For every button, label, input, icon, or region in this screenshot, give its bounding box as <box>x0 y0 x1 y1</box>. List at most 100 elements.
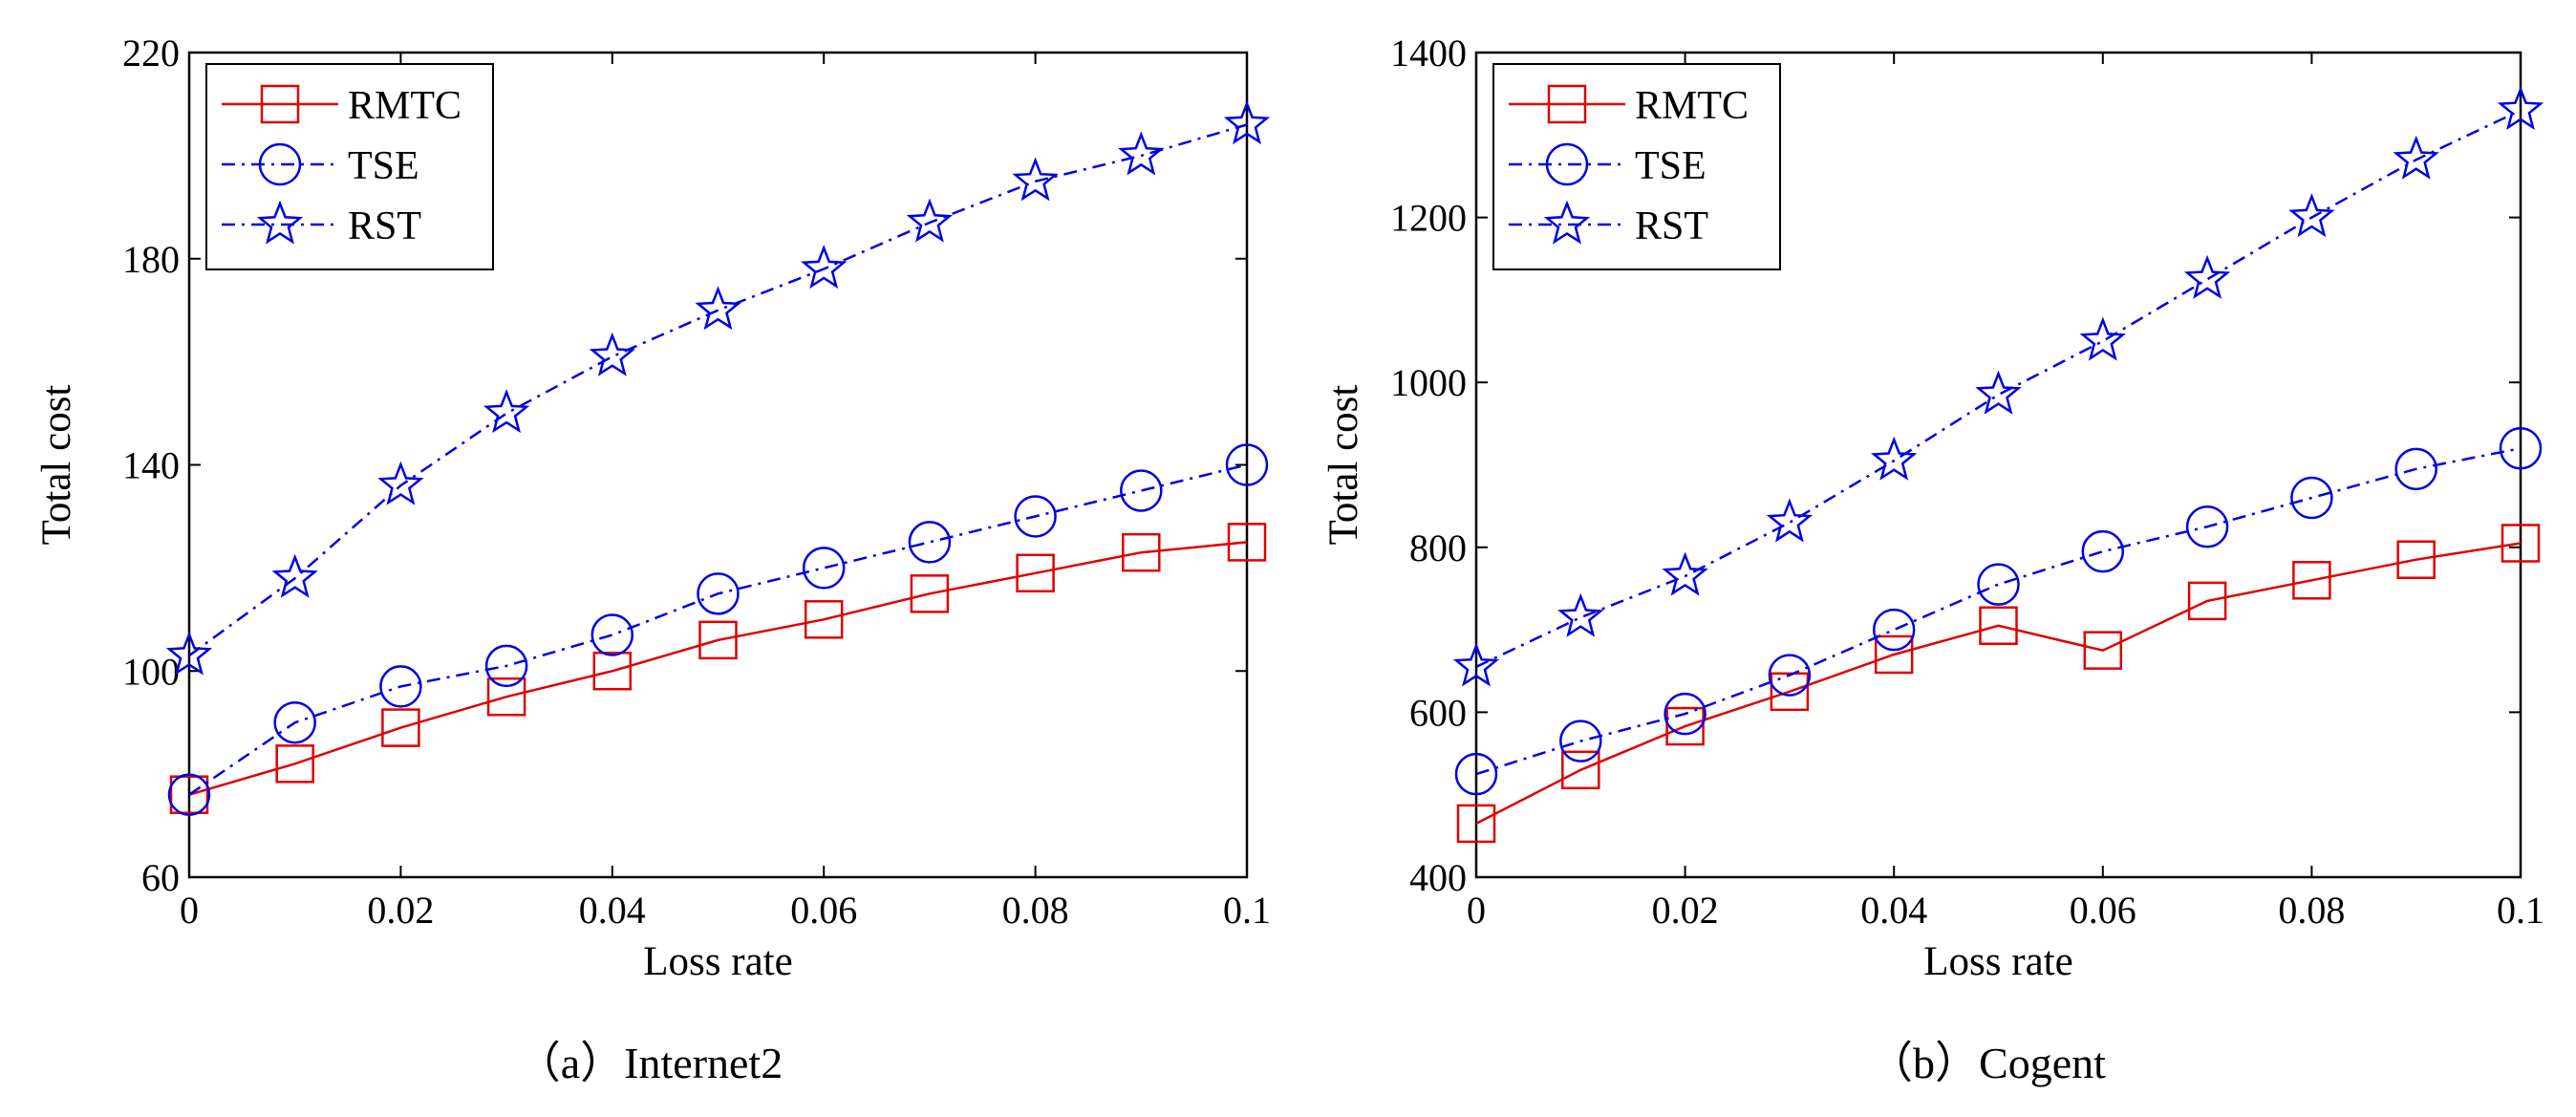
chart-0-rmtc-point <box>592 652 633 691</box>
chart-1-rmtc-line <box>1475 542 2522 826</box>
chart-1-tse-point <box>2499 426 2543 470</box>
chart-1-xtick-label: 0.06 <box>2070 889 2136 932</box>
chart-1-tse-point <box>2290 476 2333 520</box>
chart-0-legend-box <box>205 63 494 270</box>
chart-0-rst-point <box>906 198 954 243</box>
chart-1-rmtc-point <box>1979 606 2018 646</box>
chart-1-tse-point <box>1872 608 1916 652</box>
chart-1-xtick-label: 0.02 <box>1652 889 1719 932</box>
chart-0-ytick-label: 140 <box>122 444 180 487</box>
chart-0-series-tse <box>167 443 1269 816</box>
chart-0-series-rmtc <box>169 523 1267 814</box>
chart-0-rst-point <box>801 245 848 290</box>
chart-0-xtick-label: 0.08 <box>1002 889 1069 932</box>
chart-1-ytick-label: 600 <box>1409 691 1467 734</box>
chart-0-tse-point <box>484 644 528 688</box>
chart-0-ylabel: Total cost <box>34 385 79 546</box>
chart-0-rmtc-point <box>381 708 420 747</box>
chart-1-ytick-label: 1400 <box>1390 32 1467 75</box>
chart-0-rmtc-point <box>275 744 314 784</box>
chart-1-rst-point <box>1766 498 1814 543</box>
chart-1-xtick-label: 0.08 <box>2278 889 2345 932</box>
chart-1-ylabel: Total cost <box>1321 385 1366 546</box>
chart-1-xtick-label: 0.04 <box>1860 889 1927 932</box>
chart-0-tse-point <box>908 521 952 564</box>
chart-1-rmtc-point <box>2083 631 2123 670</box>
chart-1-rmtc-point <box>2501 524 2541 563</box>
chart-1-tse-point <box>1559 720 1602 763</box>
chart-0-tse-point <box>167 773 211 816</box>
chart-0-ytick-label: 220 <box>122 32 180 75</box>
chart-0-legend-label-tse: TSE <box>348 144 419 188</box>
chart-0-rmtc-point <box>486 677 526 717</box>
chart-1-series-rmtc <box>1456 524 2541 844</box>
chart-0-legend-label-rmtc: RMTC <box>348 84 462 128</box>
chart-0-tse-point <box>1225 443 1269 486</box>
chart-1-ytick-label: 400 <box>1409 856 1467 899</box>
chart-1-legend-marker-rmtc <box>1547 84 1587 124</box>
chart-0-rst-point <box>695 286 741 331</box>
chart-1-rst-point <box>1557 592 1604 637</box>
chart-0-xtick-label: 0.02 <box>367 889 434 932</box>
chart-0-ytick-label: 60 <box>141 856 180 899</box>
chart-1-legend-marker-tse <box>1545 142 1589 186</box>
chart-1-rst-point <box>2497 85 2544 130</box>
chart-1-panel: 0 0.02 0.04 0.06 0.08 0.1 400 600 800 1000 1200 140… <box>1321 32 2544 1087</box>
chart-0-xtick-label: 0.06 <box>790 889 857 932</box>
chart-1-ytick-label: 1000 <box>1390 361 1467 404</box>
chart-1-series-rst <box>1452 85 2544 687</box>
chart-1-tse-point <box>1454 752 1498 796</box>
chart-1-rst-point <box>2183 254 2231 299</box>
chart-1-rmtc-point <box>1456 804 1496 844</box>
chart-0-rst-point <box>165 631 213 676</box>
chart-1-ytick-label: 800 <box>1409 526 1467 569</box>
chart-1-legend-label-rmtc: RMTC <box>1635 84 1749 128</box>
chart-0-rst-point <box>1118 131 1165 176</box>
chart-0-rst-point <box>589 332 635 376</box>
chart-0-legend-label-rst: RST <box>348 204 421 248</box>
chart-1-rst-point <box>1975 370 2022 415</box>
chart-0-xlabel: Loss rate <box>643 939 792 984</box>
chart-1-tse-point <box>2185 505 2229 548</box>
chart-1-rmtc-point <box>1874 634 1914 675</box>
chart-1-tse-point <box>1664 692 1707 736</box>
chart-1-rmtc-point <box>2396 540 2436 579</box>
chart-1-rmtc-point <box>2292 561 2331 600</box>
chart-1-rmtc-point <box>2187 581 2227 621</box>
chart-0-tse-point <box>802 547 846 590</box>
chart-0-caption: （a）Internet2 <box>517 1039 783 1087</box>
chart-0-xtick-label: 0.04 <box>579 889 646 932</box>
chart-0-tse-point <box>697 572 740 615</box>
chart-0-rmtc-point <box>804 600 844 639</box>
chart-1-caption: （b）Cogent <box>1869 1039 2106 1087</box>
chart-0-panel: 0 0.02 0.04 0.06 0.08 0.1 60 100 140 180 220 Loss r… <box>34 32 1271 1087</box>
chart-0-legend-marker-tse <box>258 142 302 186</box>
chart-0-legend: RMTC TSE RST <box>205 63 494 270</box>
chart-1-xtick-label: 0.1 <box>2497 889 2544 932</box>
chart-1-rmtc-point <box>1665 706 1705 746</box>
chart-0-xtick-label: 0.1 <box>1223 889 1271 932</box>
chart-0-series-rst <box>165 100 1271 676</box>
chart-1-rst-line <box>1475 109 2522 669</box>
chart-1-rst-point <box>2079 316 2126 361</box>
chart-1-legend-box <box>1492 63 1781 270</box>
chart-0-rmtc-point <box>1122 532 1161 572</box>
chart-1-tse-point <box>1977 563 2020 606</box>
chart-1-rmtc-point <box>1561 750 1600 790</box>
chart-1-rst-point <box>2393 135 2439 180</box>
chart-0-rmtc-point <box>698 620 738 660</box>
chart-1-legend-label-rst: RST <box>1635 204 1708 248</box>
chart-1-rst-point <box>1871 436 1918 481</box>
chart-0-rst-line <box>188 123 1248 657</box>
chart-0-legend-marker-rmtc <box>260 84 300 124</box>
chart-0-rmtc-point <box>910 574 950 613</box>
chart-1-legend: RMTC TSE RST <box>1492 63 1781 270</box>
chart-0-ytick-label: 180 <box>122 238 180 281</box>
chart-1-rst-point <box>1452 642 1500 687</box>
chart-1-rst-point <box>2288 193 2335 238</box>
chart-1-tse-line <box>1475 446 2522 776</box>
chart-0-rst-point <box>1223 100 1271 145</box>
chart-0-rmtc-point <box>1016 553 1055 593</box>
chart-0-tse-point <box>590 613 634 656</box>
